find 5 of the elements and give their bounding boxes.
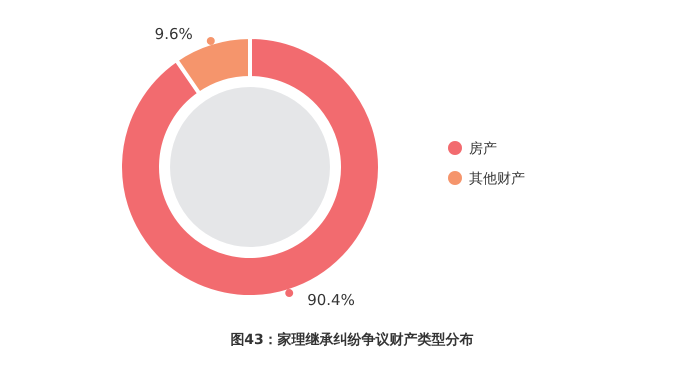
legend-label: 房产 xyxy=(469,141,497,157)
legend-label: 其他财产 xyxy=(469,171,525,187)
text: 图43：家理继承纠纷争议财产类型分布 xyxy=(230,331,474,348)
data-label: 9.6% xyxy=(154,24,193,43)
data-label: 90.4% xyxy=(307,291,355,310)
